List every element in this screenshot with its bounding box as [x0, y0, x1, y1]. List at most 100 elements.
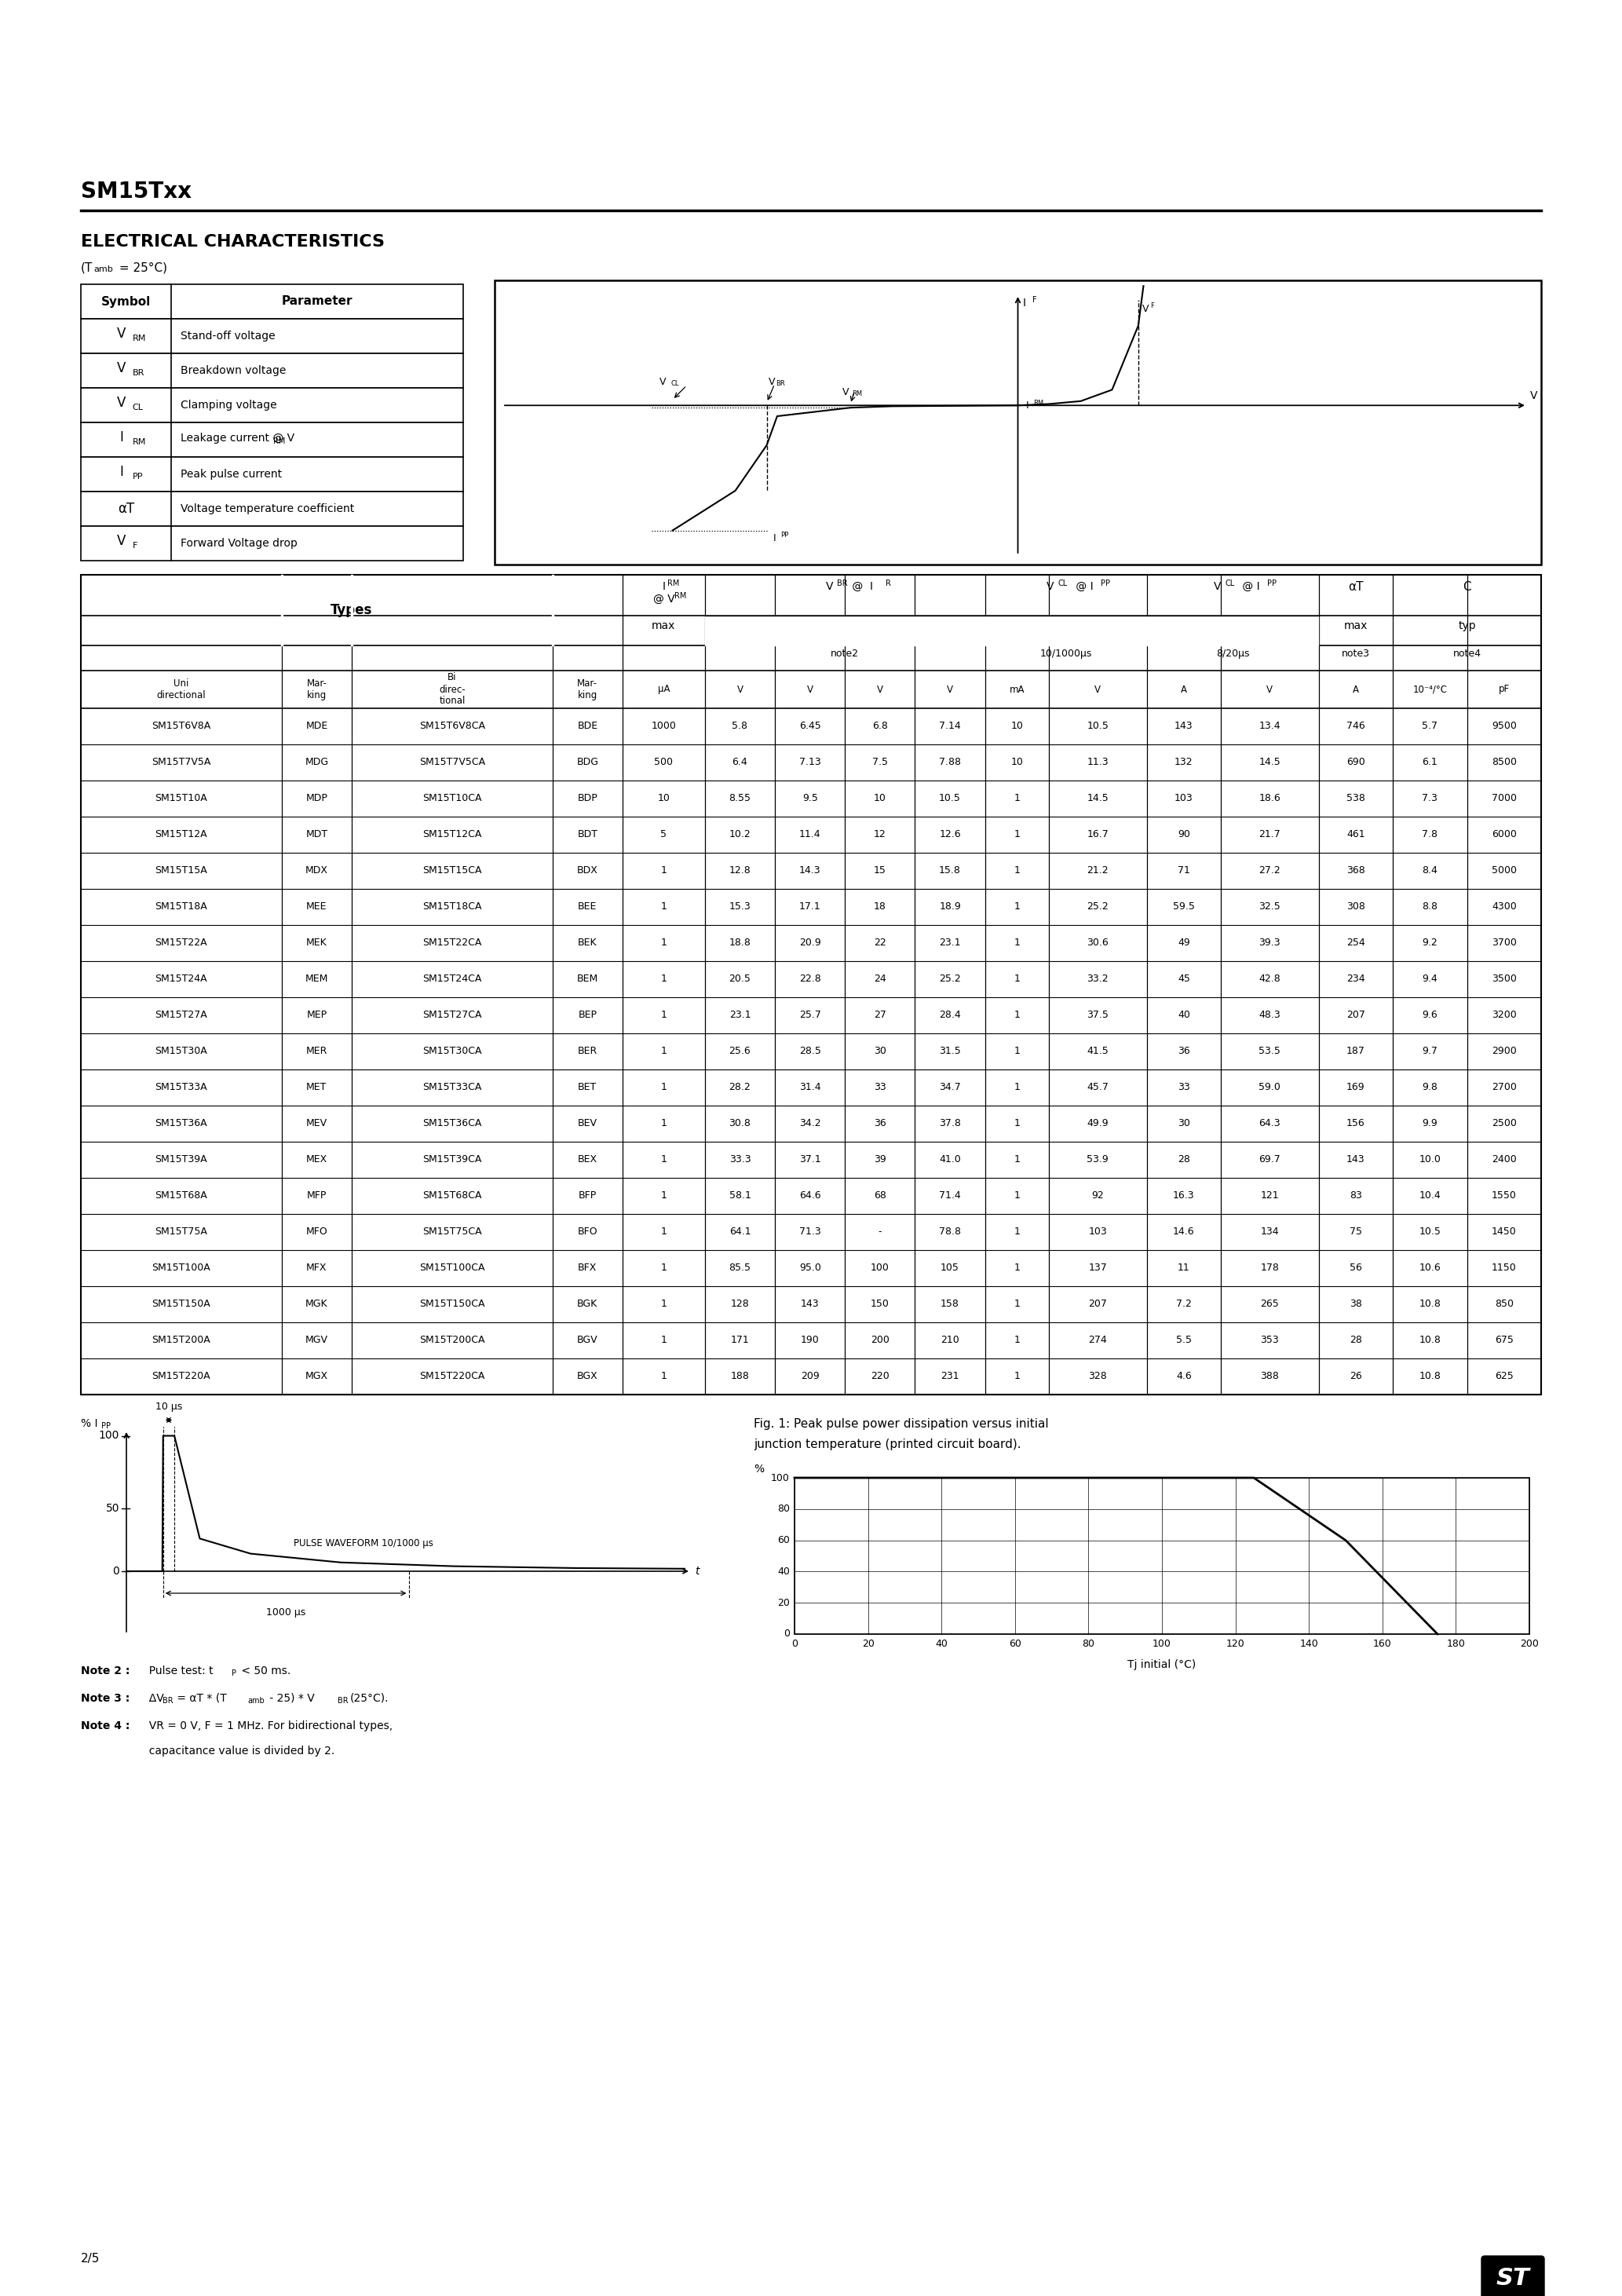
Text: αT: αT: [1348, 581, 1364, 592]
Text: 156: 156: [1346, 1118, 1366, 1130]
Bar: [81, 574, 1541, 1394]
Text: @  I: @ I: [848, 581, 873, 592]
Text: SM15T10CA: SM15T10CA: [422, 794, 482, 804]
Text: pF: pF: [1499, 684, 1510, 693]
Text: ST: ST: [1495, 2266, 1530, 2289]
Text: SM15T6V8A: SM15T6V8A: [152, 721, 211, 732]
Text: note2: note2: [830, 647, 860, 659]
Text: 71.3: 71.3: [800, 1226, 821, 1238]
Text: ΔV: ΔV: [143, 1692, 164, 1704]
Text: PP: PP: [101, 1421, 110, 1430]
Text: V: V: [1213, 581, 1221, 592]
Text: 1: 1: [1014, 1226, 1020, 1238]
Text: SM15T33A: SM15T33A: [156, 1081, 208, 1093]
Text: 1: 1: [1014, 902, 1020, 912]
Text: 16.3: 16.3: [1173, 1192, 1195, 1201]
Text: 20.9: 20.9: [800, 939, 821, 948]
Text: 36: 36: [874, 1118, 886, 1130]
Text: 10.5: 10.5: [1419, 1226, 1440, 1238]
Text: PP: PP: [1267, 579, 1277, 588]
Text: 78.8: 78.8: [939, 1226, 960, 1238]
Text: V: V: [660, 377, 667, 388]
Text: 20: 20: [861, 1639, 874, 1649]
Text: SM15T150A: SM15T150A: [152, 1300, 211, 1309]
Text: BR: BR: [133, 370, 144, 377]
Text: SM15T100CA: SM15T100CA: [420, 1263, 485, 1274]
Text: 11.3: 11.3: [1087, 758, 1109, 767]
Text: 10: 10: [874, 794, 886, 804]
Text: SM15T7V5A: SM15T7V5A: [152, 758, 211, 767]
Text: 10: 10: [657, 794, 670, 804]
Text: 210: 210: [941, 1336, 959, 1345]
Text: SM15T75A: SM15T75A: [156, 1226, 208, 1238]
Text: 1450: 1450: [1492, 1226, 1517, 1238]
Text: 100: 100: [1153, 1639, 1171, 1649]
Text: P: P: [232, 1669, 237, 1678]
Text: 10.8: 10.8: [1419, 1371, 1440, 1382]
Text: 13.4: 13.4: [1259, 721, 1281, 732]
Text: 1: 1: [660, 1047, 667, 1056]
Text: 34.2: 34.2: [800, 1118, 821, 1130]
Text: SM15T24CA: SM15T24CA: [422, 974, 482, 985]
Text: 42.8: 42.8: [1259, 974, 1281, 985]
Text: 10 μs: 10 μs: [156, 1403, 182, 1412]
Text: 60: 60: [777, 1536, 790, 1545]
Text: 538: 538: [1346, 794, 1366, 804]
Text: min: min: [730, 620, 751, 631]
Text: 368: 368: [1346, 866, 1366, 875]
Text: 37.5: 37.5: [1087, 1010, 1109, 1019]
Text: SM15T33CA: SM15T33CA: [422, 1081, 482, 1093]
Text: (T: (T: [81, 262, 92, 273]
Text: MEM: MEM: [305, 974, 328, 985]
Text: 56: 56: [1350, 1263, 1362, 1274]
Text: 0: 0: [112, 1566, 120, 1577]
Text: t: t: [694, 1566, 699, 1577]
Text: 22.8: 22.8: [800, 974, 821, 985]
Text: BEP: BEP: [577, 1010, 597, 1019]
Text: CL: CL: [1225, 579, 1234, 588]
Text: MET: MET: [307, 1081, 328, 1093]
Text: SM15T22CA: SM15T22CA: [422, 939, 482, 948]
Text: CL: CL: [133, 404, 143, 411]
Text: SM15T18A: SM15T18A: [156, 902, 208, 912]
Text: 207: 207: [1088, 1300, 1108, 1309]
Text: SM15T220A: SM15T220A: [152, 1371, 211, 1382]
Text: 2500: 2500: [1492, 1118, 1517, 1130]
Text: 23.1: 23.1: [939, 939, 960, 948]
Text: 49.9: 49.9: [1087, 1118, 1109, 1130]
Text: V: V: [117, 535, 127, 549]
Text: note4: note4: [1453, 647, 1481, 659]
Text: 14.5: 14.5: [1087, 794, 1109, 804]
Text: capacitance value is divided by 2.: capacitance value is divided by 2.: [143, 1745, 334, 1756]
Text: 1: 1: [660, 1336, 667, 1345]
Text: max: max: [1221, 620, 1244, 631]
Text: RM: RM: [852, 390, 863, 397]
Text: 49: 49: [1178, 939, 1191, 948]
Text: 28: 28: [1178, 1155, 1191, 1164]
Text: 33.2: 33.2: [1087, 974, 1109, 985]
Text: 10/1000μs: 10/1000μs: [1040, 647, 1092, 659]
Text: BDX: BDX: [577, 866, 599, 875]
Text: Mar-
king: Mar- king: [577, 677, 599, 700]
Text: SM15T39CA: SM15T39CA: [422, 1155, 482, 1164]
Text: I: I: [662, 581, 665, 592]
Text: SM15T200CA: SM15T200CA: [420, 1336, 485, 1345]
Text: 234: 234: [1346, 974, 1366, 985]
Text: 1: 1: [660, 1192, 667, 1201]
Bar: [81, 526, 464, 560]
Bar: [81, 388, 464, 422]
Text: 33: 33: [1178, 1081, 1191, 1093]
Text: 10.8: 10.8: [1419, 1300, 1440, 1309]
Text: BFO: BFO: [577, 1226, 597, 1238]
Text: 1550: 1550: [1492, 1192, 1517, 1201]
Bar: [795, 1479, 1530, 1635]
Text: R: R: [886, 579, 890, 588]
Text: 40: 40: [777, 1566, 790, 1577]
Text: %: %: [754, 1463, 764, 1474]
Text: A: A: [1181, 684, 1187, 693]
Text: BGK: BGK: [577, 1300, 599, 1309]
Text: 38: 38: [1350, 1300, 1362, 1309]
Text: 71: 71: [1178, 866, 1191, 875]
FancyBboxPatch shape: [1481, 2257, 1544, 2296]
Bar: [81, 491, 464, 526]
